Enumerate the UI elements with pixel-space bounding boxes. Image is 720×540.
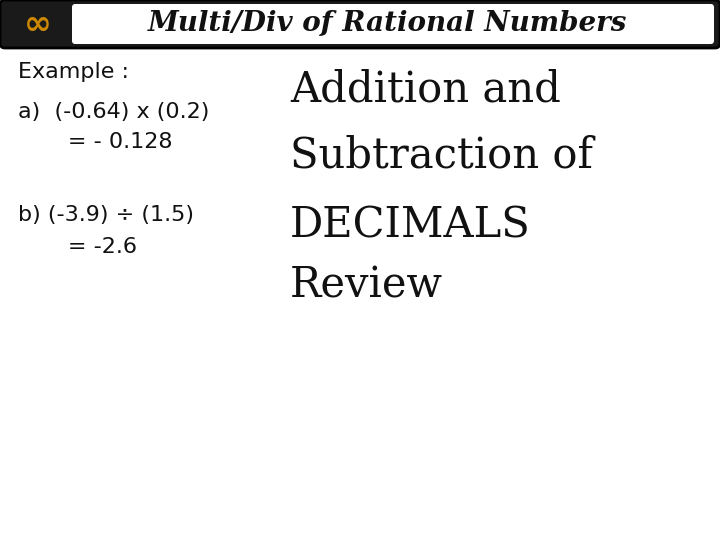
- Text: b) (-3.9) ÷ (1.5): b) (-3.9) ÷ (1.5): [18, 205, 194, 225]
- FancyBboxPatch shape: [72, 4, 714, 44]
- Text: Review: Review: [290, 264, 443, 306]
- FancyBboxPatch shape: [0, 0, 720, 48]
- Text: Multi/Div of Rational Numbers: Multi/Div of Rational Numbers: [148, 10, 627, 37]
- Text: Addition and: Addition and: [290, 69, 561, 111]
- Text: = - 0.128: = - 0.128: [18, 132, 173, 152]
- Text: DECIMALS: DECIMALS: [290, 204, 531, 246]
- Text: a)  (-0.64) x (0.2): a) (-0.64) x (0.2): [18, 102, 210, 122]
- Text: = -2.6: = -2.6: [18, 237, 137, 257]
- Text: Subtraction of: Subtraction of: [290, 134, 593, 176]
- Text: Example :: Example :: [18, 62, 129, 82]
- Text: ∞: ∞: [24, 8, 52, 40]
